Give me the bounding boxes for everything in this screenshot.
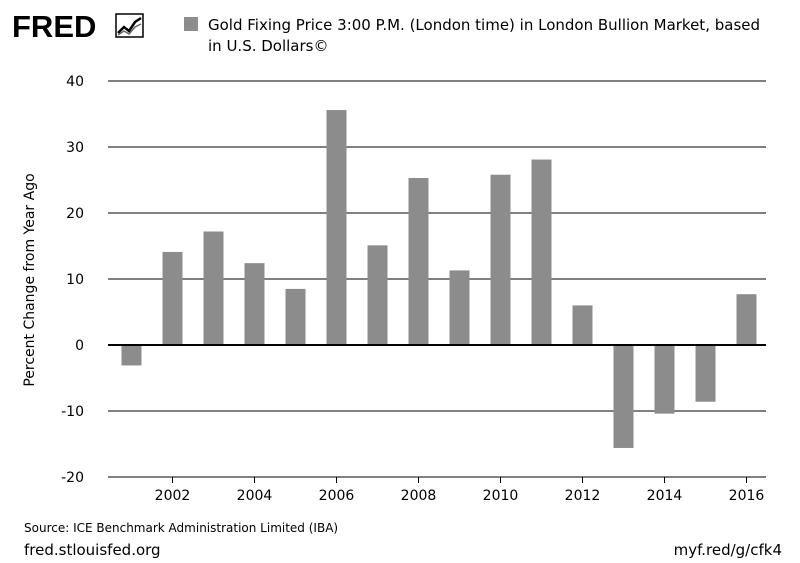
y-tick-label: -10 <box>61 404 84 420</box>
bar-2013[interactable] <box>613 345 634 448</box>
bar-2003[interactable] <box>203 231 224 345</box>
bar-2004[interactable] <box>244 263 265 345</box>
legend-swatch <box>184 17 198 31</box>
bar-2001[interactable] <box>121 345 142 366</box>
x-tick-label: 2016 <box>729 488 765 504</box>
x-tick-label: 2008 <box>401 488 437 504</box>
x-ticks: 2002 2004 2006 2008 2010 2012 2014 2016 <box>155 477 765 504</box>
bars <box>121 110 757 448</box>
y-tick-label: 20 <box>66 206 84 222</box>
site-link[interactable]: fred.stlouisfed.org <box>24 541 161 559</box>
legend-label-line2: in U.S. Dollars© <box>208 37 328 55</box>
bar-2009[interactable] <box>449 270 470 345</box>
bar-2002[interactable] <box>162 251 183 345</box>
bar-2006[interactable] <box>326 110 347 345</box>
x-tick-label: 2012 <box>565 488 601 504</box>
fred-logo-text: FRED <box>12 9 96 44</box>
bar-2007[interactable] <box>367 245 388 345</box>
fred-chart-icon <box>115 13 144 38</box>
fred-logo[interactable]: FRED <box>12 9 144 44</box>
short-link[interactable]: myf.red/g/cfk4 <box>673 541 782 559</box>
y-tick-label: 40 <box>66 74 84 90</box>
x-tick-label: 2006 <box>319 488 355 504</box>
y-tick-labels: -20 -10 0 10 20 30 40 <box>61 74 84 486</box>
bar-2015[interactable] <box>695 345 716 402</box>
y-axis-title: Percent Change from Year Ago <box>22 173 38 386</box>
x-tick-label: 2014 <box>647 488 683 504</box>
source-note: Source: ICE Benchmark Administration Lim… <box>24 521 339 535</box>
bar-2005[interactable] <box>285 288 306 345</box>
y-tick-label: 0 <box>75 338 84 354</box>
bar-2014[interactable] <box>654 345 675 414</box>
y-tick-label: 30 <box>66 140 84 156</box>
x-tick-label: 2002 <box>155 488 191 504</box>
legend-label-line1: Gold Fixing Price 3:00 P.M. (London time… <box>208 16 760 34</box>
x-tick-label: 2004 <box>237 488 273 504</box>
bar-2016[interactable] <box>736 294 757 345</box>
x-tick-label: 2010 <box>483 488 519 504</box>
bar-2012[interactable] <box>572 305 593 345</box>
y-tick-label: -20 <box>61 470 84 486</box>
legend: Gold Fixing Price 3:00 P.M. (London time… <box>184 16 760 55</box>
y-tick-label: 10 <box>66 272 84 288</box>
bar-2010[interactable] <box>490 174 511 345</box>
bar-2008[interactable] <box>408 178 429 345</box>
bar-2011[interactable] <box>531 159 552 345</box>
